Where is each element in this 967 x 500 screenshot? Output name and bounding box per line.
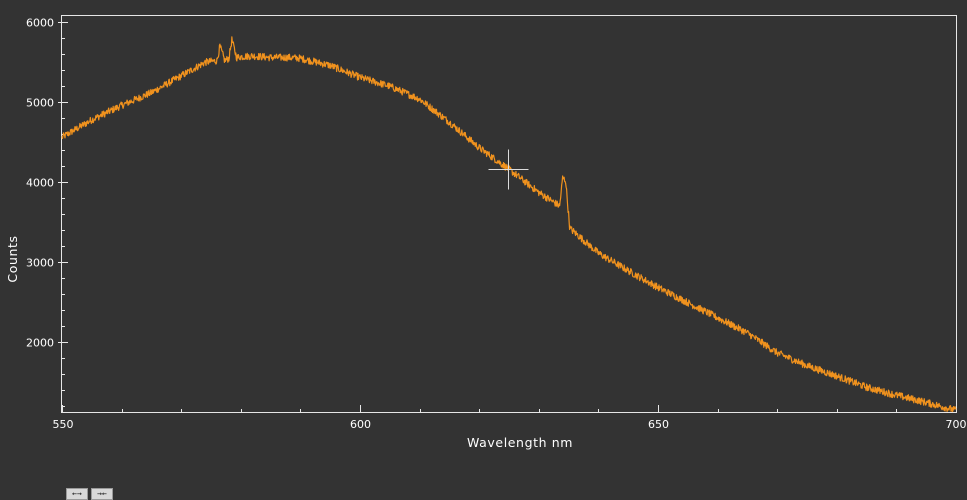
y-tick-label: 6000 (26, 17, 54, 30)
zoom-in-button[interactable]: →← (91, 488, 113, 500)
y-tick-label: 5000 (26, 97, 54, 110)
x-tick-label: 550 (53, 418, 74, 431)
y-tick-label: 2000 (26, 337, 54, 350)
y-axis-title: Counts (5, 235, 20, 282)
x-tick-label: 650 (648, 418, 669, 431)
tick-labels: 550 600 650 700 2000 3000 4000 5000 6000 (26, 17, 967, 432)
plot-frame (61, 15, 957, 413)
crosshair-cursor[interactable] (488, 149, 529, 190)
spectrum-series-line (61, 36, 957, 413)
x-axis-title: Wavelength nm (467, 435, 573, 450)
zoom-toolbar: ←→ →← (66, 488, 113, 500)
x-tick-label: 700 (946, 418, 967, 431)
zoom-out-button[interactable]: ←→ (66, 488, 88, 500)
axis-ticks (58, 22, 957, 412)
x-tick-label: 600 (350, 418, 371, 431)
y-tick-label: 3000 (26, 257, 54, 270)
y-tick-label: 4000 (26, 177, 54, 190)
